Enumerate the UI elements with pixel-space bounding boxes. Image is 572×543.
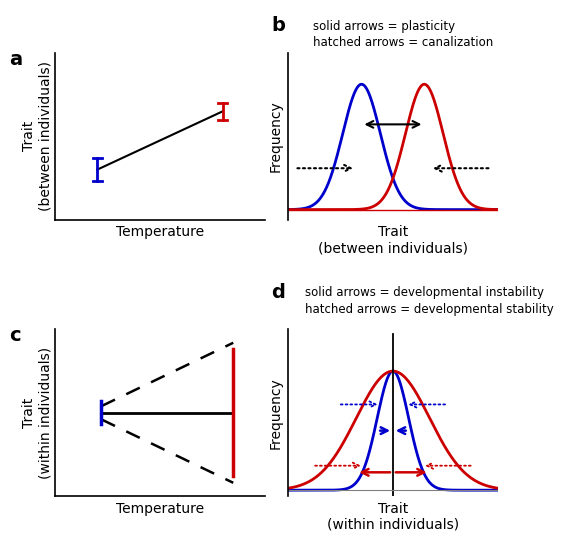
X-axis label: Temperature: Temperature bbox=[116, 225, 204, 239]
Text: b: b bbox=[272, 16, 285, 35]
X-axis label: Temperature: Temperature bbox=[116, 502, 204, 516]
Y-axis label: Frequency: Frequency bbox=[269, 100, 283, 172]
Text: solid arrows = plasticity: solid arrows = plasticity bbox=[313, 20, 455, 33]
Text: solid arrows = developmental instability: solid arrows = developmental instability bbox=[305, 286, 544, 299]
Text: hatched arrows = canalization: hatched arrows = canalization bbox=[313, 36, 494, 49]
Y-axis label: Trait
(between individuals): Trait (between individuals) bbox=[22, 61, 53, 211]
Text: c: c bbox=[9, 326, 21, 345]
Text: a: a bbox=[9, 49, 22, 68]
X-axis label: Trait
(between individuals): Trait (between individuals) bbox=[318, 225, 468, 255]
Y-axis label: Trait
(within individuals): Trait (within individuals) bbox=[22, 347, 53, 479]
Text: hatched arrows = developmental stability: hatched arrows = developmental stability bbox=[305, 303, 554, 316]
Y-axis label: Frequency: Frequency bbox=[269, 377, 283, 449]
Text: d: d bbox=[272, 283, 285, 302]
X-axis label: Trait
(within individuals): Trait (within individuals) bbox=[327, 502, 459, 532]
